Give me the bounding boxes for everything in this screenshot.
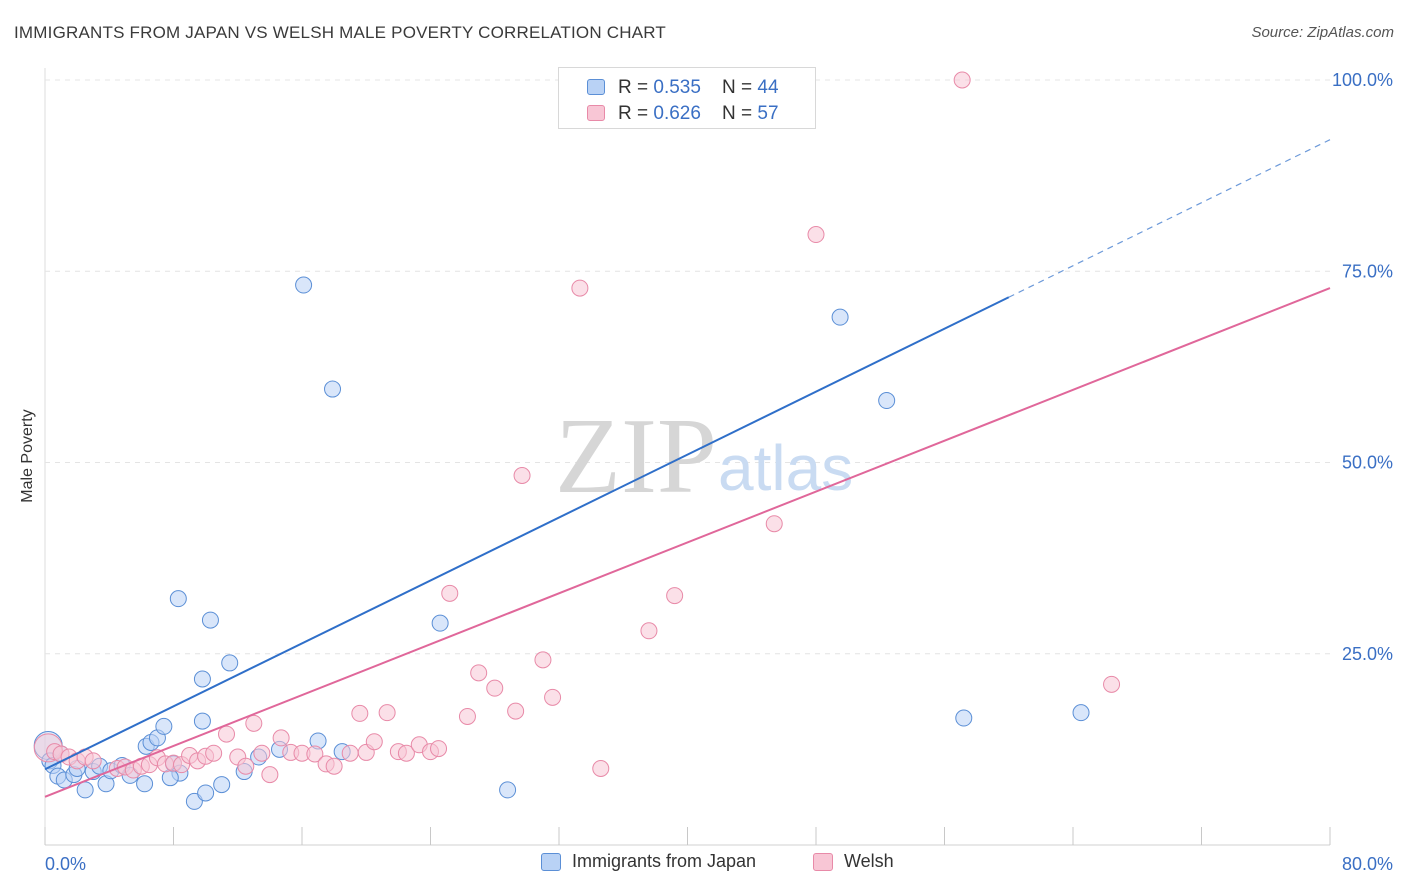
japan-trend-extension	[1008, 139, 1331, 298]
stats-row-welsh: R = 0.626 N = 57	[587, 103, 779, 125]
welsh-point-45	[486, 679, 504, 697]
welsh-point-23	[245, 714, 263, 732]
japan-point-15	[136, 775, 154, 793]
japan-point-28	[193, 670, 211, 688]
legend-swatch-welsh	[813, 852, 833, 871]
welsh-point-50	[571, 279, 589, 297]
welsh-point-25	[261, 766, 279, 784]
welsh-point-57	[1103, 675, 1121, 693]
welsh-point-19	[205, 744, 223, 762]
welsh-point-51	[592, 760, 610, 777]
legend-swatch-blue	[587, 79, 605, 95]
welsh-point-53	[666, 587, 684, 605]
series-legend: Immigrants from Japan Welsh	[0, 851, 1406, 877]
japan-point-41	[878, 392, 896, 410]
n-value-welsh: 57	[757, 103, 779, 124]
japan-point-30	[221, 654, 239, 672]
welsh-point-48	[534, 651, 552, 669]
welsh-point-24	[253, 744, 271, 762]
watermark-zip: ZIP	[555, 397, 717, 516]
y-tick-label-3: 100.0%	[1332, 70, 1393, 90]
japan-point-43	[1072, 704, 1090, 722]
welsh-point-20	[218, 725, 236, 743]
japan-point-25	[201, 611, 219, 629]
japan-trend-line	[44, 296, 1010, 771]
japan-point-26	[213, 776, 231, 794]
watermark-atlas: atlas	[718, 432, 853, 504]
r-value-welsh: 0.626	[653, 103, 701, 124]
japan-point-42	[955, 709, 973, 727]
r-label: R =	[618, 77, 654, 98]
points-layer	[33, 71, 1121, 810]
legend-label-welsh: Welsh	[844, 851, 894, 871]
source-credit: Source: ZipAtlas.com	[1251, 24, 1394, 41]
n-label: N =	[722, 103, 758, 124]
welsh-point-6	[84, 752, 102, 770]
welsh-point-46	[507, 702, 525, 720]
x-tick-label-max: 80.0%	[1342, 854, 1393, 874]
welsh-point-31	[325, 757, 343, 775]
welsh-point-26	[272, 729, 290, 747]
welsh-point-29	[306, 745, 324, 763]
japan-point-39	[499, 781, 517, 799]
welsh-point-22	[237, 757, 255, 775]
welsh-trend-line	[44, 287, 1331, 798]
japan-point-36	[295, 276, 313, 294]
legend-label-japan: Immigrants from Japan	[572, 851, 757, 871]
y-tick-label-2: 75.0%	[1342, 261, 1393, 281]
welsh-point-55	[807, 226, 825, 244]
japan-point-35	[193, 712, 211, 730]
x-tick-label-min: 0.0%	[45, 854, 86, 874]
welsh-point-47	[513, 467, 531, 485]
welsh-point-36	[378, 704, 396, 722]
regression-layer	[44, 139, 1331, 798]
japan-point-38	[431, 614, 449, 632]
stats-row-japan: R = 0.535 N = 44	[587, 77, 779, 99]
japan-point-24	[169, 590, 187, 608]
welsh-point-33	[351, 704, 369, 722]
n-label: N =	[722, 77, 758, 98]
welsh-point-56	[953, 71, 971, 89]
welsh-point-35	[365, 733, 383, 751]
welsh-point-41	[430, 740, 448, 758]
legend-item-japan[interactable]: Immigrants from Japan	[541, 851, 756, 872]
r-value-japan: 0.535	[653, 77, 701, 98]
japan-point-7	[76, 781, 94, 799]
welsh-point-49	[544, 688, 562, 706]
tick-labels: 25.0% 50.0% 75.0% 100.0% 0.0% 80.0%	[45, 70, 1393, 874]
y-tick-label-1: 50.0%	[1342, 453, 1393, 473]
legend-item-welsh[interactable]: Welsh	[813, 851, 894, 872]
y-tick-label-0: 25.0%	[1342, 644, 1393, 664]
japan-point-23	[197, 784, 215, 802]
welsh-point-38	[397, 744, 415, 762]
welsh-point-44	[470, 664, 488, 682]
grid-layer	[44, 68, 1331, 846]
welsh-point-43	[458, 707, 476, 725]
welsh-point-54	[765, 515, 783, 533]
welsh-point-52	[640, 622, 658, 640]
legend-swatch-pink	[587, 105, 605, 121]
japan-point-37	[324, 380, 342, 398]
japan-point-40	[831, 308, 849, 326]
welsh-point-32	[341, 744, 359, 762]
legend-swatch-japan	[541, 852, 561, 871]
stats-legend: R = 0.535 N = 44 R = 0.626 N = 57	[558, 67, 816, 129]
n-value-japan: 44	[757, 77, 779, 98]
welsh-point-42	[441, 584, 459, 602]
r-label: R =	[618, 103, 654, 124]
japan-point-19	[155, 717, 173, 735]
chart-title: IMMIGRANTS FROM JAPAN VS WELSH MALE POVE…	[14, 23, 666, 42]
